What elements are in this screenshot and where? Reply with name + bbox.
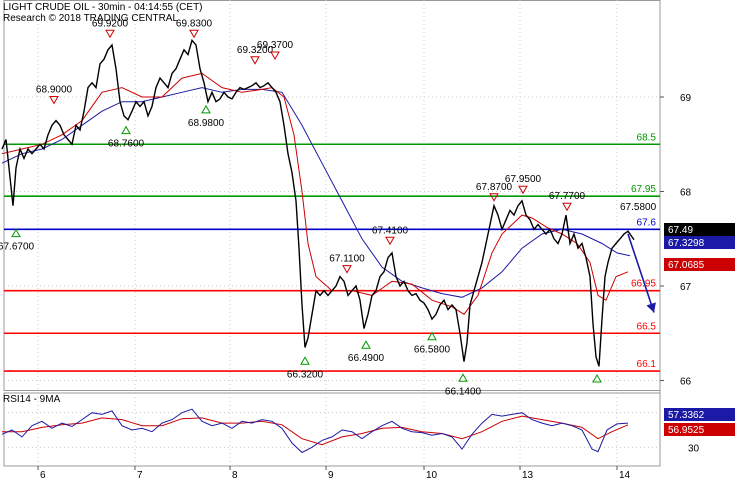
level-label: 68.5 — [637, 132, 657, 143]
rsi-value-tag — [664, 423, 735, 436]
high-marker — [250, 56, 260, 65]
low-marker-label: 66.1400 — [445, 386, 482, 397]
projection-arrowhead — [646, 302, 656, 313]
rsi-value-label: 57.3362 — [668, 410, 705, 421]
low-marker — [592, 373, 602, 383]
ma-slow-line — [1, 87, 631, 298]
level-label: 66.95 — [631, 279, 656, 290]
low-marker-label: 66.3200 — [287, 369, 324, 380]
grid-layer — [3, 0, 661, 467]
levels-layer: 68.5 67.95 67.6 66.95 66.5 66.1 — [4, 132, 660, 372]
high-marker-label: 68.9000 — [36, 84, 73, 95]
high-marker-label: 69.3700 — [257, 40, 294, 51]
x-tick-label: 13 — [522, 470, 534, 480]
low-marker-label: 68.9800 — [188, 118, 225, 129]
chart-header-line2: Research © 2018 TRADING CENTRAL — [3, 13, 178, 24]
low-marker-label: 68.7600 — [108, 139, 145, 150]
y-tick-label: 67 — [680, 282, 692, 293]
low-marker — [11, 228, 21, 238]
high-marker-label: 69.9200 — [92, 18, 129, 29]
level-label: 67.95 — [631, 184, 656, 195]
low-marker — [427, 331, 437, 341]
last-high-label: 67.5800 — [620, 202, 657, 213]
low-marker — [361, 340, 371, 349]
low-marker — [201, 104, 211, 114]
chart-header-line1: LIGHT CRUDE OIL - 30min - 04:14:55 (CET) — [3, 2, 203, 13]
price-tag — [664, 258, 735, 271]
lines-layer — [1, 38, 656, 367]
price-line — [1, 38, 635, 367]
high-marker — [189, 29, 199, 39]
y-tick-label: 66 — [680, 377, 692, 388]
rsi-value-tag — [664, 408, 735, 421]
high-marker — [518, 185, 528, 195]
high-marker-label: 69.3200 — [237, 45, 274, 56]
y-tick-label: 68 — [680, 188, 692, 199]
low-marker-label: 66.4900 — [348, 353, 385, 364]
level-label: 67.6 — [637, 217, 657, 228]
high-marker — [105, 29, 115, 39]
rsi-title: RSI14 - 9MA — [3, 394, 61, 405]
x-tick-label: 14 — [619, 470, 631, 480]
level-label: 66.5 — [637, 321, 657, 332]
low-marker — [121, 125, 131, 135]
price-tag-label: 67.3298 — [668, 238, 705, 249]
high-marker — [489, 193, 499, 202]
low-marker-label: 66.5800 — [414, 345, 451, 356]
x-tick-label: 9 — [328, 470, 334, 480]
price-tag-label: 67.0685 — [668, 260, 705, 271]
low-marker-label: 67.6700 — [0, 242, 35, 253]
price-tag-label: 67.49 — [668, 225, 693, 236]
rsi-value-label: 56.9525 — [668, 425, 705, 436]
x-tick-label: 6 — [40, 470, 46, 480]
high-marker — [385, 236, 395, 246]
x-tick-label: 8 — [232, 470, 238, 480]
high-marker — [270, 51, 280, 61]
high-marker-label: 69.8300 — [176, 18, 213, 29]
price-tag — [664, 236, 735, 249]
high-marker — [562, 202, 572, 212]
ma-fast-line — [1, 72, 629, 315]
y-tick-label: 69 — [680, 93, 692, 104]
rsi-line — [1, 408, 629, 454]
high-marker-label: 67.8700 — [476, 182, 513, 193]
rsi-ma-line — [2, 415, 629, 446]
high-marker — [49, 95, 59, 105]
high-marker-label: 67.1100 — [329, 254, 365, 265]
x-tick-label: 10 — [426, 470, 438, 480]
low-marker — [458, 373, 468, 382]
high-marker-label: 67.9500 — [505, 174, 542, 185]
price-tag — [664, 223, 735, 236]
projection-arrow — [627, 233, 655, 313]
high-marker-label: 67.4100 — [372, 225, 409, 236]
rsi-plot-frame — [3, 392, 661, 467]
level-label: 66.1 — [637, 359, 657, 370]
rsi-y-tick-label: 30 — [688, 443, 700, 454]
high-marker-label: 67.7700 — [549, 191, 586, 202]
low-marker — [300, 356, 310, 365]
high-marker — [342, 265, 352, 274]
x-tick-label: 7 — [137, 470, 143, 480]
